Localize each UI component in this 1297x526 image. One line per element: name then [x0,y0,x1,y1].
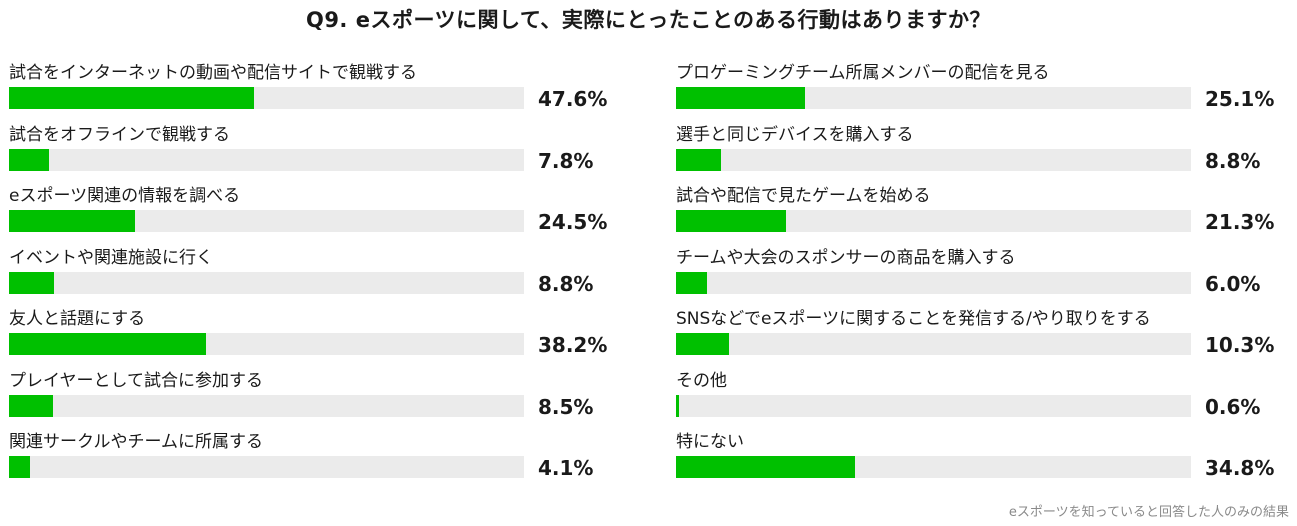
bar [9,456,31,478]
bar [9,333,206,355]
bar-value-label: 8.8% [538,272,594,296]
bar-track [676,395,1191,417]
bar-track [676,149,1191,171]
bar [9,210,136,232]
bar-label: 特にない [676,432,744,452]
bar-track [9,395,524,417]
bar-value-label: 21.3% [1205,210,1275,234]
bar-track [9,333,524,355]
bar-value-label: 10.3% [1205,333,1275,357]
bar-label: SNSなどでeスポーツに関することを発信する/やり取りをする [676,309,1151,329]
bar [676,333,729,355]
bar-track [9,272,524,294]
footnote: eスポーツを知っていると回答した人のみの結果 [1008,505,1289,520]
bar-value-label: 4.1% [538,456,594,480]
bar [9,395,53,417]
bar-value-label: 7.8% [538,149,594,173]
bar-track [676,87,1191,109]
bar [9,149,50,171]
bar-track [9,210,524,232]
bar-label: eスポーツ関連の情報を調べる [9,186,241,206]
bar-label: 友人と話題にする [9,309,146,329]
bar [676,149,722,171]
bar [9,87,255,109]
bar-label: 試合や配信で見たゲームを始める [676,186,931,206]
bar [676,395,680,417]
bar-value-label: 25.1% [1205,87,1275,111]
bar [676,456,856,478]
bar-value-label: 38.2% [538,333,608,357]
bar-track [676,333,1191,355]
bar-value-label: 8.5% [538,395,594,419]
bar [9,272,55,294]
bar-track [9,456,524,478]
bar-label: 試合をオフラインで観戦する [9,125,230,145]
bar-label: プレイヤーとして試合に参加する [9,371,263,391]
bar-label: チームや大会のスポンサーの商品を購入する [676,248,1016,268]
bar-value-label: 0.6% [1205,395,1261,419]
bar-value-label: 6.0% [1205,272,1261,296]
bar-track [676,272,1191,294]
bar-track [9,149,524,171]
chart-title: Q9. eスポーツに関して、実際にとったことのある行動はありますか？ [305,8,992,32]
bar-label: 選手と同じデバイスを購入する [676,125,914,145]
bar-label: 試合をインターネットの動画や配信サイトで観戦する [9,63,417,83]
bar-label: プロゲーミングチーム所属メンバーの配信を見る [676,63,1050,83]
bar-value-label: 8.8% [1205,149,1261,173]
bar-value-label: 47.6% [538,87,608,111]
bar [676,210,786,232]
bar [676,87,806,109]
bar-track [9,87,524,109]
bar [676,272,707,294]
bar-label: 関連サークルやチームに所属する [9,432,263,452]
bar-track [676,210,1191,232]
bar-value-label: 34.8% [1205,456,1275,480]
bar-label: その他 [676,371,727,391]
bar-label: イベントや関連施設に行く [9,248,213,268]
bar-track [676,456,1191,478]
bar-value-label: 24.5% [538,210,608,234]
